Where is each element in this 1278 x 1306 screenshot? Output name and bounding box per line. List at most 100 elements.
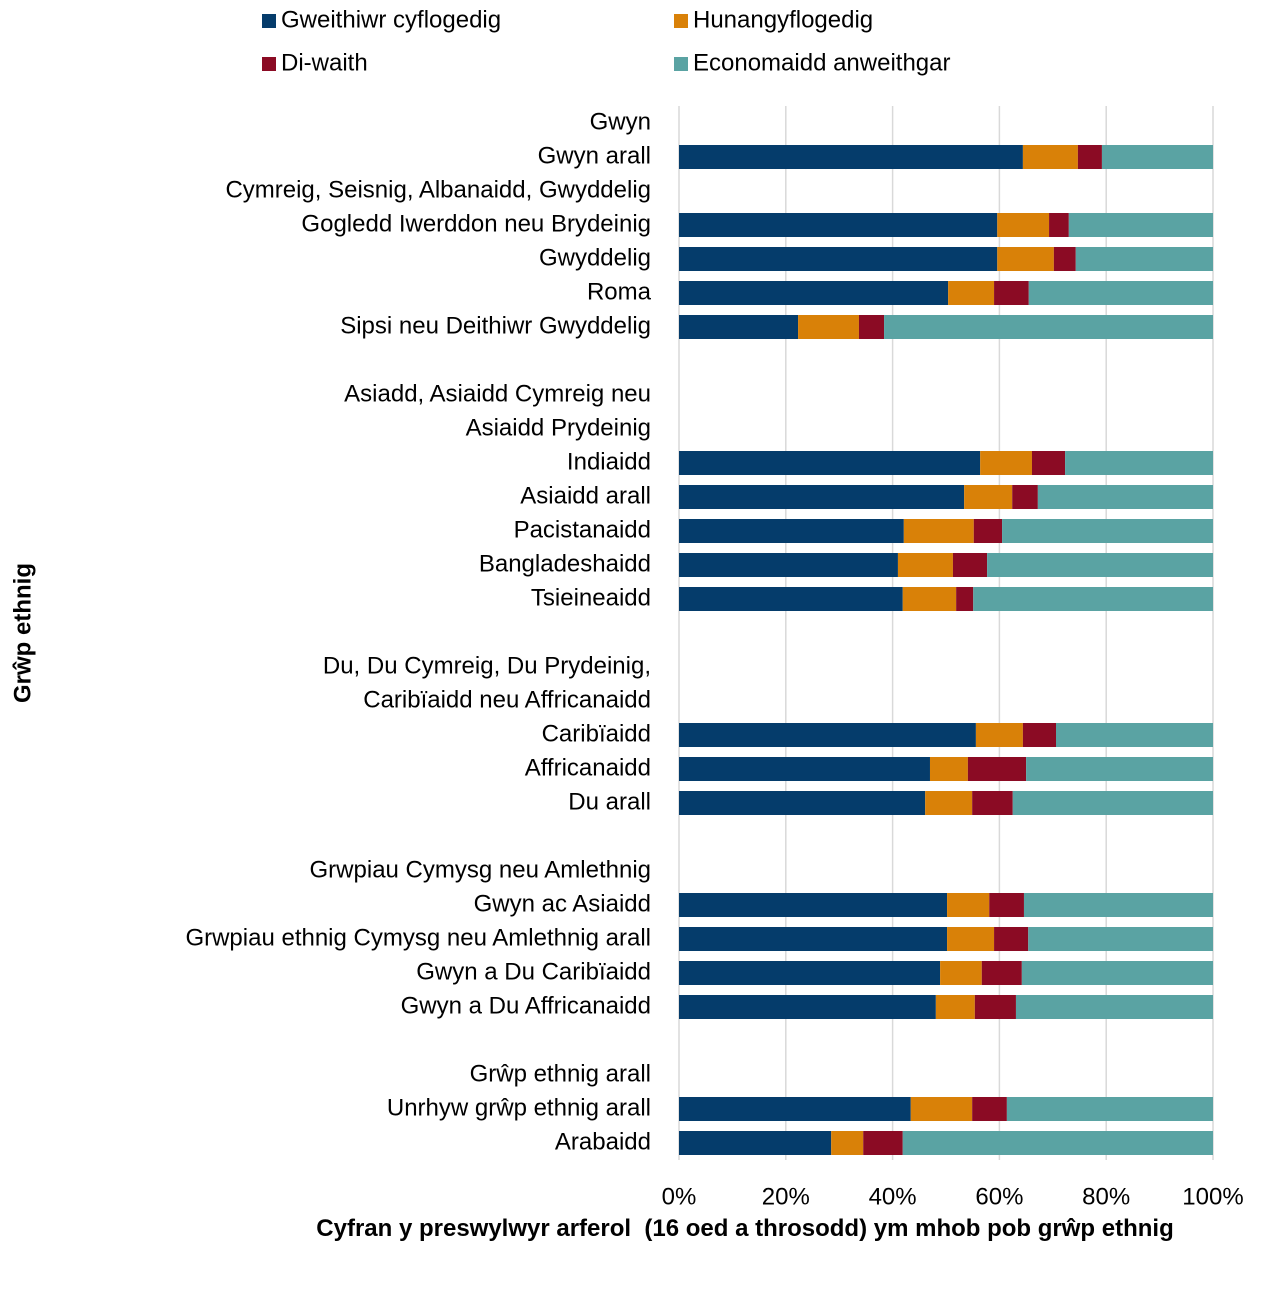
bar-segment — [972, 1097, 1007, 1121]
bar-segment — [679, 927, 948, 951]
bar-segment — [994, 927, 1029, 951]
bar-segment — [679, 553, 898, 577]
bar-segment — [964, 485, 1013, 509]
bar-segment — [929, 757, 968, 781]
bar-segment — [1015, 995, 1213, 1019]
y-tick-label: Du, Du Cymreig, Du Prydeinig, — [323, 652, 651, 679]
legend-swatch — [262, 57, 276, 71]
y-tick-label: Gwyn a Du Caribïaidd — [416, 958, 651, 985]
y-tick-label: Gwyn arall — [538, 142, 651, 169]
y-tick-label: Indiaidd — [567, 448, 651, 475]
legend-label: Gweithiwr cyflogedig — [281, 6, 501, 33]
y-tick-label: Du arall — [568, 788, 651, 815]
y-tick-label: Gwyn ac Asiaidd — [474, 890, 651, 917]
x-tick-label: 20% — [762, 1183, 810, 1210]
bar-segment — [679, 961, 941, 985]
y-tick-label: Sipsi neu Deithiwr Gwyddelig — [340, 312, 651, 339]
legend-label: Economaidd anweithgar — [693, 49, 951, 76]
bar-segment — [947, 893, 990, 917]
bar-segment — [989, 893, 1024, 917]
x-tick-label: 0% — [662, 1183, 697, 1210]
legend-label: Hunangyflogedig — [693, 6, 873, 33]
bar-segment — [1077, 145, 1102, 169]
bar-segment — [902, 1131, 1213, 1155]
bar-segment — [980, 451, 1032, 475]
bar-segment — [947, 927, 995, 951]
bar-segment — [997, 213, 1050, 237]
bar-segment — [1026, 757, 1213, 781]
bar-segment — [858, 315, 885, 339]
bar-segment — [994, 281, 1029, 305]
x-tick-label: 100% — [1182, 1183, 1243, 1210]
bar-segment — [1101, 145, 1213, 169]
bar-segment — [679, 757, 930, 781]
y-tick-label: Roma — [587, 278, 652, 305]
y-tick-label: Tsieineaidd — [531, 584, 651, 611]
bar-segment — [679, 519, 904, 543]
bar-segment — [679, 451, 981, 475]
bar-segment — [1037, 485, 1213, 509]
bar-segment — [925, 791, 973, 815]
bar-segment — [910, 1097, 973, 1121]
bar-segment — [1012, 485, 1038, 509]
bar-segment — [987, 553, 1213, 577]
y-tick-label: Affricanaidd — [525, 754, 651, 781]
bar-segment — [974, 995, 1016, 1019]
bar-segment — [997, 247, 1054, 271]
bar-segment — [1022, 723, 1057, 747]
bar-segment — [902, 587, 957, 611]
bar-segment — [1012, 791, 1213, 815]
bar-segment — [897, 553, 953, 577]
y-tick-label: Gwyn a Du Affricanaidd — [401, 992, 651, 1019]
bar-segment — [1068, 213, 1213, 237]
bar-segment — [975, 723, 1023, 747]
y-tick-label: Pacistanaidd — [514, 516, 651, 543]
bar-segment — [981, 961, 1022, 985]
legend-swatch — [674, 14, 688, 28]
bar-segment — [679, 791, 926, 815]
y-tick-label: Grŵp ethnig arall — [470, 1060, 651, 1087]
bar-segment — [952, 553, 988, 577]
y-tick-label: Gwyn — [590, 108, 651, 135]
y-tick-label: Grwpiau ethnig Cymysg neu Amlethnig aral… — [185, 924, 651, 951]
bar-segment — [1028, 281, 1213, 305]
bar-segment — [679, 587, 903, 611]
bar-segment — [1049, 213, 1069, 237]
bar-segment — [1065, 451, 1213, 475]
y-tick-label: Gogledd Iwerddon neu Brydeinig — [301, 210, 651, 237]
bar-segment — [1022, 145, 1078, 169]
y-tick-label: Caribïaidd neu Affricanaidd — [363, 686, 651, 713]
bar-segment — [1075, 247, 1213, 271]
bar-segment — [948, 281, 995, 305]
y-tick-label: Asiaidd Prydeinig — [466, 414, 651, 441]
bar-segment — [1053, 247, 1076, 271]
bar-segment — [1056, 723, 1213, 747]
y-tick-label: Gwyddelig — [539, 244, 651, 271]
legend-swatch — [262, 14, 276, 28]
bar-segment — [679, 485, 965, 509]
bar-segment — [679, 145, 1023, 169]
bar-segment — [940, 961, 982, 985]
bar-segment — [903, 519, 974, 543]
bar-segment — [884, 315, 1213, 339]
bar-segment — [679, 1131, 832, 1155]
bar-segment — [972, 791, 1013, 815]
bar-segment — [679, 995, 936, 1019]
y-tick-label: Asiadd, Asiaidd Cymreig neu — [344, 380, 651, 407]
bar-segment — [967, 757, 1027, 781]
bar-segment — [1021, 961, 1213, 985]
bar-segment — [956, 587, 974, 611]
bar-segment — [798, 315, 859, 339]
bar-segment — [831, 1131, 864, 1155]
x-axis-title: Cyfran y preswylwyr arferol (16 oed a th… — [316, 1215, 1174, 1242]
y-tick-label: Bangladeshaidd — [479, 550, 651, 577]
y-tick-label: Caribïaidd — [542, 720, 651, 747]
x-tick-label: 60% — [975, 1183, 1023, 1210]
bar-segment — [679, 1097, 911, 1121]
bar-segment — [679, 213, 998, 237]
bar-segment — [1002, 519, 1213, 543]
bar-segment — [679, 247, 998, 271]
legend-label: Di-waith — [281, 49, 368, 76]
y-tick-label: Asiaidd arall — [520, 482, 651, 509]
